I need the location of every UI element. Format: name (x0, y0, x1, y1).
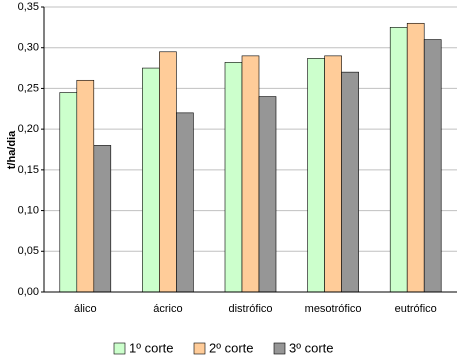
legend-label: 3º corte (289, 340, 334, 355)
bar (406, 22, 425, 293)
x-tick-label: ácrico (153, 303, 182, 315)
bar (76, 79, 95, 293)
legend-label: 2º corte (209, 340, 254, 355)
y-tick-label: 0,35 (18, 1, 39, 13)
y-tick-label: 0,05 (18, 245, 39, 257)
y-tick-label: 0,00 (18, 286, 39, 298)
legend-label: 1º corte (129, 340, 174, 355)
bar (93, 145, 112, 293)
bar (176, 112, 194, 293)
y-tick-label: 0,25 (18, 82, 39, 94)
y-tick-label: 0,20 (18, 123, 39, 135)
x-tick-label: álico (74, 303, 97, 315)
legend-swatch (113, 342, 126, 355)
legend-swatch (193, 342, 206, 355)
bar (324, 55, 342, 293)
bar (224, 62, 243, 293)
bar (258, 96, 277, 293)
bar (159, 51, 177, 293)
x-tick-label: distrófico (228, 303, 272, 315)
bar (423, 39, 442, 293)
x-tick-label: mesotrófico (305, 303, 362, 315)
bar (142, 67, 160, 293)
bar (341, 71, 359, 293)
bar (307, 57, 325, 293)
bar (241, 55, 260, 293)
legend-swatch (273, 342, 286, 355)
bar (59, 92, 78, 293)
y-tick-label: 0,30 (18, 42, 39, 54)
y-tick-label: 0,15 (18, 164, 39, 176)
bar (389, 27, 408, 293)
y-tick-label: 0,10 (18, 204, 39, 216)
y-axis-title: t/ha/dia (6, 130, 18, 169)
x-tick-label: eutrófico (395, 303, 437, 315)
